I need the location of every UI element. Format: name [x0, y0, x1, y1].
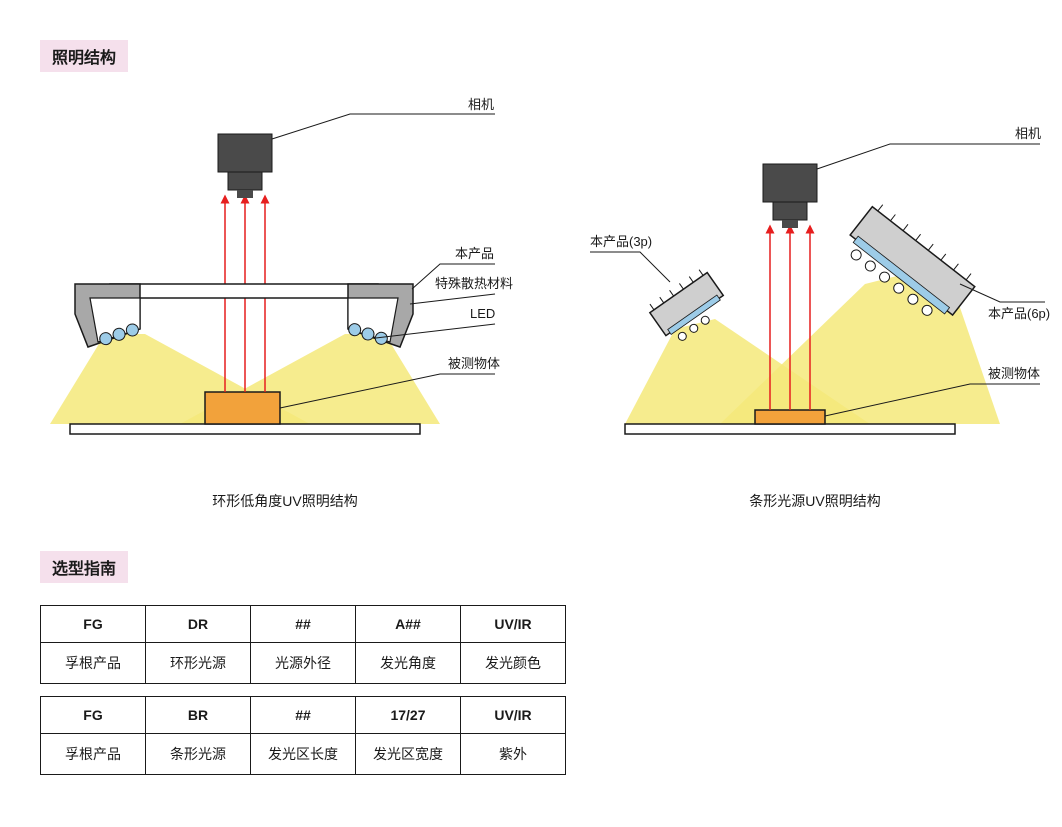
guide-table-1: FG DR ## A## UV/IR 孚根产品 环形光源 光源外径 发光角度 发… — [40, 605, 566, 684]
cell: 孚根产品 — [41, 734, 146, 775]
cell: 紫外 — [461, 734, 566, 775]
table-row: 孚根产品 环形光源 光源外径 发光角度 发光颜色 — [41, 643, 566, 684]
cell: UV/IR — [461, 606, 566, 643]
label-object: 被测物体 — [448, 356, 500, 371]
diagram-left-svg: 相机 本产品 特殊散热材料 LED 被测物体 — [40, 84, 530, 484]
label-6p: 本产品(6p) — [988, 306, 1050, 321]
caption-left: 环形低角度UV照明结构 — [40, 491, 530, 511]
label-object: 被测物体 — [988, 366, 1040, 381]
camera-group — [218, 134, 272, 198]
diagram-right-svg: 相机 本产品(3p) 本产品(6p) 被测物体 — [570, 84, 1060, 484]
surface — [70, 424, 420, 434]
table-row: FG BR ## 17/27 UV/IR — [41, 697, 566, 734]
cell: 发光区长度 — [251, 734, 356, 775]
diagrams-row: 相机 本产品 特殊散热材料 LED 被测物体 环形低角度UV照明结构 — [40, 84, 1022, 511]
cell: 光源外径 — [251, 643, 356, 684]
diagram-bar-light: 相机 本产品(3p) 本产品(6p) 被测物体 条形光源UV照明结构 — [570, 84, 1060, 511]
label-3p: 本产品(3p) — [590, 234, 652, 249]
cell: 17/27 — [356, 697, 461, 734]
guide-table-2: FG BR ## 17/27 UV/IR 孚根产品 条形光源 发光区长度 发光区… — [40, 696, 566, 775]
cell: 发光区宽度 — [356, 734, 461, 775]
label-camera: 相机 — [468, 97, 494, 112]
section-title-selection-guide: 选型指南 — [40, 551, 128, 583]
diagram-ring-low-angle: 相机 本产品 特殊散热材料 LED 被测物体 环形低角度UV照明结构 — [40, 84, 530, 511]
ring-bar — [110, 284, 378, 298]
cell: DR — [146, 606, 251, 643]
table-row: 孚根产品 条形光源 发光区长度 发光区宽度 紫外 — [41, 734, 566, 775]
cell: 发光角度 — [356, 643, 461, 684]
cell: ## — [251, 697, 356, 734]
label-product: 本产品 — [455, 246, 494, 261]
cell: 环形光源 — [146, 643, 251, 684]
cell: 发光颜色 — [461, 643, 566, 684]
cell: 条形光源 — [146, 734, 251, 775]
sample-object — [755, 410, 825, 424]
cell: FG — [41, 697, 146, 734]
sample-object — [205, 392, 280, 424]
cell: ## — [251, 606, 356, 643]
cell: BR — [146, 697, 251, 734]
label-camera: 相机 — [1015, 126, 1041, 141]
cell: UV/IR — [461, 697, 566, 734]
label-heat: 特殊散热材料 — [435, 276, 513, 291]
section-title-lighting-structure: 照明结构 — [40, 40, 128, 72]
cell: 孚根产品 — [41, 643, 146, 684]
caption-right: 条形光源UV照明结构 — [570, 491, 1060, 511]
surface — [625, 424, 955, 434]
cell: A## — [356, 606, 461, 643]
label-led: LED — [470, 306, 495, 321]
cell: FG — [41, 606, 146, 643]
table-row: FG DR ## A## UV/IR — [41, 606, 566, 643]
camera-group — [763, 164, 817, 228]
